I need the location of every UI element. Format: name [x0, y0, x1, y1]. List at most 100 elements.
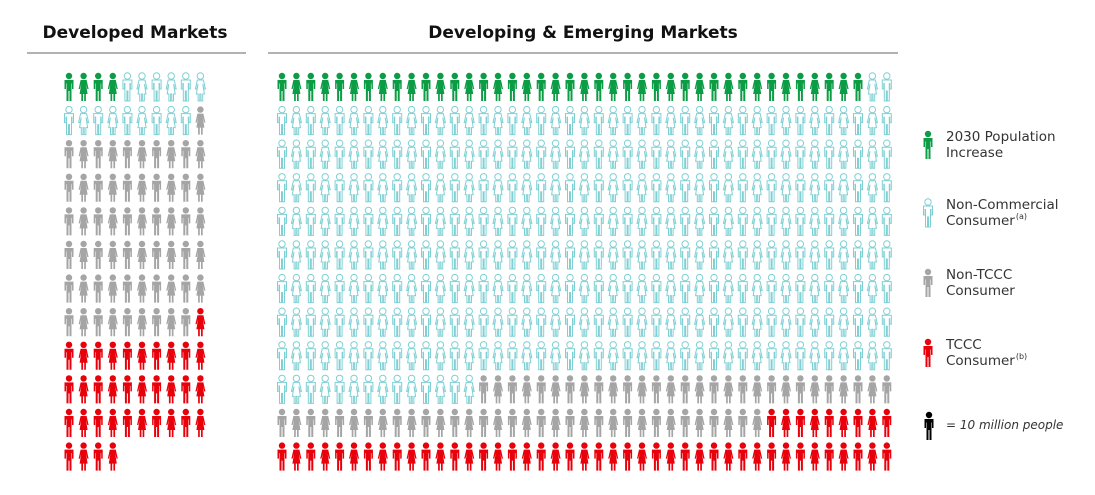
- person-icon: [767, 408, 777, 437]
- person-icon: [319, 341, 331, 371]
- person-icon: [348, 206, 360, 236]
- person-icon: [651, 307, 662, 337]
- person-icon: [363, 273, 374, 304]
- person-icon: [507, 139, 518, 169]
- person-icon: [434, 273, 447, 304]
- person-icon: [166, 240, 177, 269]
- person-icon: [809, 173, 821, 203]
- person-icon: [277, 273, 287, 304]
- person-icon: [867, 442, 878, 471]
- person-icon: [781, 442, 791, 471]
- person-icon: [319, 307, 331, 337]
- person-icon: [320, 408, 331, 437]
- person-icon: [64, 105, 74, 136]
- person-icon: [737, 206, 748, 236]
- person-icon: [122, 173, 132, 202]
- person-icon: [867, 375, 878, 404]
- person-icon: [767, 72, 777, 101]
- person-icon: [693, 240, 706, 270]
- person-icon: [406, 72, 417, 101]
- person-icon: [824, 341, 835, 371]
- person-icon: [824, 139, 835, 169]
- person-icon: [152, 140, 162, 169]
- legend-label: Non-TCCC: [946, 267, 1012, 283]
- person-icon: [64, 240, 74, 269]
- person-icon: [434, 206, 447, 236]
- person-icon: [838, 442, 849, 471]
- person-icon: [492, 105, 504, 136]
- person-icon: [319, 173, 331, 203]
- person-icon: [107, 207, 118, 236]
- person-icon: [824, 375, 834, 404]
- person-icon: [348, 374, 360, 404]
- person-icon: [319, 206, 331, 236]
- person-icon: [290, 307, 303, 337]
- person-icon: [463, 240, 475, 270]
- person-icon: [421, 408, 431, 437]
- person-icon: [881, 240, 892, 270]
- person-icon: [335, 408, 345, 437]
- person-icon: [780, 105, 792, 136]
- person-icon: [136, 105, 148, 136]
- person-icon: [507, 240, 518, 270]
- person-icon: [363, 72, 373, 101]
- person-icon: [348, 273, 360, 304]
- person-icon: [291, 72, 302, 101]
- person-icon: [305, 139, 316, 169]
- person-icon: [334, 105, 345, 136]
- person-icon: [479, 375, 489, 404]
- person-icon: [405, 173, 418, 203]
- person-icon: [795, 72, 805, 101]
- person-icon: [305, 173, 316, 203]
- person-icon: [305, 307, 316, 337]
- person-icon: [334, 139, 345, 169]
- legend-label: TCCC: [945, 337, 982, 353]
- person-icon: [723, 375, 734, 404]
- person-icon: [421, 105, 431, 136]
- person-icon: [824, 442, 834, 471]
- person-icon: [565, 307, 575, 337]
- person-icon: [709, 206, 719, 236]
- person-icon: [795, 408, 805, 437]
- person-icon: [694, 408, 705, 437]
- person-icon: [623, 442, 633, 471]
- person-icon: [622, 173, 633, 203]
- person-icon: [290, 173, 303, 203]
- person-icon: [838, 72, 849, 101]
- person-icon: [78, 442, 89, 471]
- person-icon: [521, 173, 533, 203]
- person-icon: [751, 206, 763, 236]
- person-icon: [607, 139, 619, 169]
- person-icon: [478, 206, 489, 236]
- person-icon: [478, 307, 489, 337]
- person-icon: [593, 173, 604, 203]
- person-icon: [781, 375, 791, 404]
- person-icon: [837, 206, 850, 236]
- person-icon: [536, 307, 547, 337]
- person-icon: [334, 341, 345, 371]
- person-icon: [549, 173, 562, 203]
- person-icon: [392, 72, 402, 101]
- person-icon: [277, 341, 287, 371]
- person-icon: [866, 341, 879, 371]
- person-icon: [449, 173, 460, 203]
- person-icon: [349, 408, 359, 437]
- person-icon: [866, 173, 879, 203]
- person-icon: [107, 140, 118, 169]
- person-icon: [636, 173, 648, 203]
- person-icon: [738, 375, 748, 404]
- person-icon: [809, 273, 821, 304]
- person-icon: [406, 408, 417, 437]
- person-icon: [882, 408, 892, 437]
- person-icon: [493, 375, 503, 404]
- person-icon: [680, 72, 690, 101]
- person-icon: [137, 341, 147, 370]
- person-icon: [492, 307, 504, 337]
- person-icon: [709, 442, 719, 471]
- person-icon: [636, 105, 648, 136]
- person-icon: [181, 308, 191, 337]
- unit-icon: [924, 411, 934, 440]
- person-icon: [64, 442, 74, 471]
- person-icon: [809, 442, 820, 471]
- person-icon: [838, 408, 849, 437]
